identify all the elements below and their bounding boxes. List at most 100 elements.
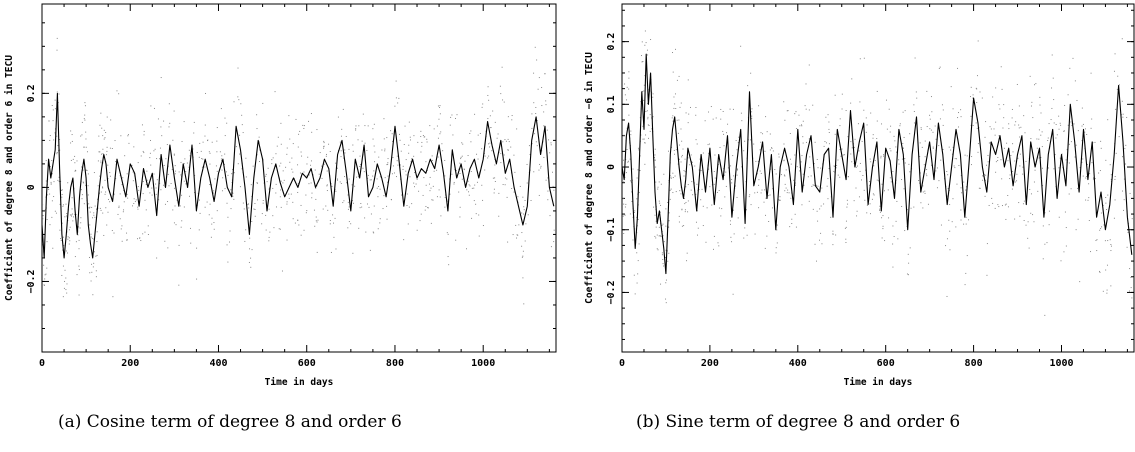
scatter-point bbox=[857, 123, 859, 125]
scatter-point bbox=[1006, 142, 1008, 144]
scatter-point bbox=[44, 278, 46, 280]
scatter-point bbox=[507, 241, 509, 243]
scatter-point bbox=[626, 86, 628, 88]
scatter-point bbox=[340, 150, 342, 152]
scatter-point bbox=[845, 242, 847, 244]
scatter-point bbox=[873, 194, 875, 196]
scatter-point bbox=[64, 269, 66, 271]
scatter-point bbox=[1073, 123, 1075, 125]
scatter-point bbox=[248, 207, 250, 209]
scatter-point bbox=[986, 164, 988, 166]
scatter-point bbox=[421, 141, 423, 143]
scatter-point bbox=[104, 137, 106, 139]
scatter-point bbox=[76, 160, 78, 162]
scatter-point bbox=[43, 264, 45, 266]
scatter-point bbox=[1003, 104, 1005, 106]
scatter-point bbox=[83, 203, 85, 205]
scatter-point bbox=[153, 173, 155, 175]
scatter-point bbox=[827, 114, 829, 116]
scatter-point bbox=[244, 240, 246, 242]
scatter-point bbox=[504, 184, 506, 186]
scatter-point bbox=[882, 215, 884, 217]
scatter-point bbox=[665, 302, 667, 304]
scatter-point bbox=[667, 260, 669, 262]
scatter-point bbox=[477, 134, 479, 136]
scatter-point bbox=[216, 151, 218, 153]
scatter-point bbox=[62, 265, 64, 267]
scatter-point bbox=[814, 141, 816, 143]
scatter-point bbox=[986, 274, 988, 276]
scatter-point bbox=[887, 189, 889, 191]
scatter-point bbox=[850, 153, 852, 155]
scatter-point bbox=[876, 179, 878, 181]
scatter-point bbox=[355, 125, 357, 127]
scatter-point bbox=[1085, 199, 1087, 201]
scatter-point bbox=[813, 163, 815, 165]
scatter-point bbox=[408, 121, 410, 123]
scatter-point bbox=[743, 150, 745, 152]
scatter-point bbox=[958, 112, 960, 114]
scatter-point bbox=[438, 189, 440, 191]
scatter-point bbox=[991, 197, 993, 199]
scatter-point bbox=[58, 176, 60, 178]
scatter-point bbox=[845, 226, 847, 228]
scatter-point bbox=[832, 233, 834, 235]
scatter-point bbox=[316, 251, 318, 253]
scatter-point bbox=[396, 155, 398, 157]
scatter-point bbox=[89, 272, 91, 274]
scatter-point bbox=[536, 119, 538, 121]
scatter-point bbox=[507, 138, 509, 140]
scatter-point bbox=[819, 239, 821, 241]
scatter-point bbox=[420, 151, 422, 153]
scatter-point bbox=[310, 113, 312, 115]
scatter-point bbox=[762, 133, 764, 135]
scatter-point bbox=[686, 252, 688, 254]
scatter-point bbox=[109, 175, 111, 177]
scatter-point bbox=[625, 203, 627, 205]
scatter-point bbox=[339, 141, 341, 143]
scatter-point bbox=[1115, 152, 1117, 154]
scatter-point bbox=[42, 218, 44, 220]
scatter-point bbox=[722, 130, 724, 132]
scatter-point bbox=[637, 169, 639, 171]
scatter-point bbox=[193, 121, 195, 123]
scatter-point bbox=[936, 167, 938, 169]
scatter-point bbox=[938, 145, 940, 147]
scatter-point bbox=[110, 119, 112, 121]
scatter-point bbox=[890, 150, 892, 152]
scatter-point bbox=[52, 120, 54, 122]
scatter-point bbox=[209, 152, 211, 154]
scatter-point bbox=[960, 116, 962, 118]
scatter-point bbox=[764, 150, 766, 152]
scatter-point bbox=[913, 122, 915, 124]
scatter-point bbox=[832, 244, 834, 246]
scatter-point bbox=[865, 131, 867, 133]
scatter-point bbox=[825, 116, 827, 118]
scatter-point bbox=[395, 97, 397, 99]
scatter-point bbox=[622, 198, 624, 200]
scatter-point bbox=[975, 122, 977, 124]
scatter-point bbox=[636, 198, 638, 200]
scatter-point bbox=[650, 39, 652, 41]
scatter-point bbox=[1081, 125, 1083, 127]
scatter-point bbox=[1031, 101, 1033, 103]
scatter-point bbox=[521, 232, 523, 234]
scatter-point bbox=[995, 121, 997, 123]
scatter-point bbox=[141, 124, 143, 126]
scatter-point bbox=[410, 139, 412, 141]
scatter-point bbox=[456, 114, 458, 116]
scatter-point bbox=[516, 234, 518, 236]
scatter-point bbox=[230, 208, 232, 210]
scatter-point bbox=[384, 150, 386, 152]
scatter-point bbox=[345, 135, 347, 137]
scatter-point bbox=[653, 157, 655, 159]
scatter-point bbox=[898, 163, 900, 165]
scatter-point bbox=[498, 192, 500, 194]
scatter-point bbox=[523, 206, 525, 208]
scatter-point bbox=[1102, 204, 1104, 206]
scatter-point bbox=[770, 161, 772, 163]
scatter-point bbox=[340, 135, 342, 137]
scatter-point bbox=[678, 215, 680, 217]
scatter-point bbox=[335, 190, 337, 192]
scatter-point bbox=[198, 156, 200, 158]
